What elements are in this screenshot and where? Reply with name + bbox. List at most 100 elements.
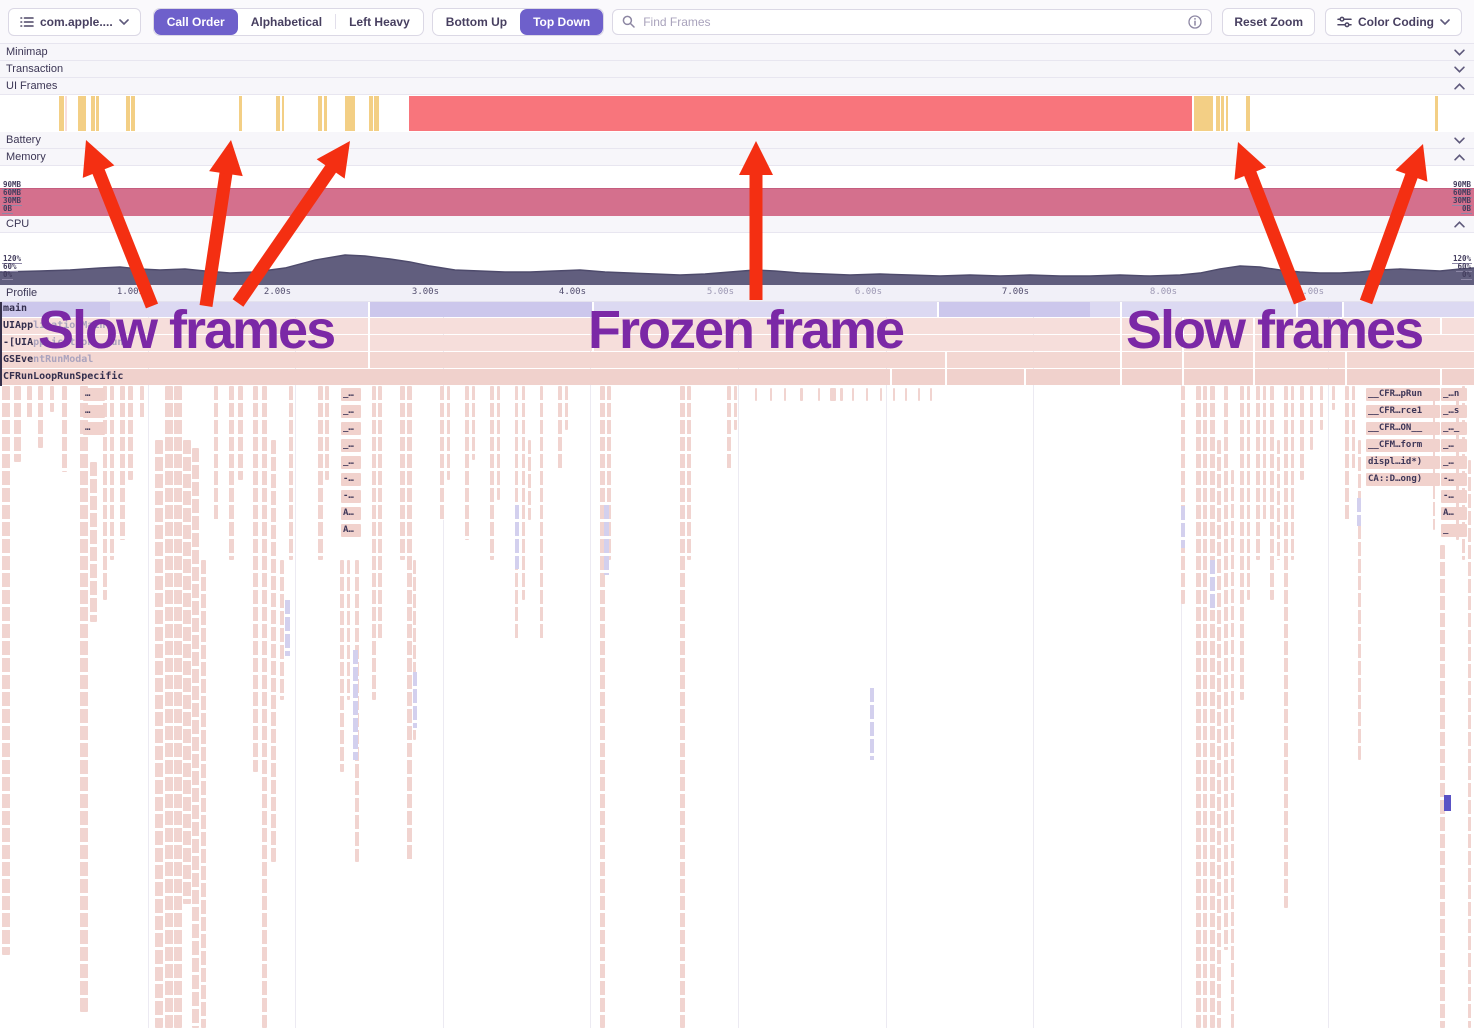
section-header-battery[interactable]: Battery [0,132,1474,149]
flame-call-strip[interactable] [866,388,868,401]
flame-call-strip[interactable] [1440,545,1445,1028]
flame-call-strip[interactable] [918,388,920,401]
view-bottom-up-button[interactable]: Bottom Up [445,14,508,29]
color-coding-dropdown[interactable]: Color Coding [1325,7,1462,36]
flame-frame-box[interactable]: _… [341,422,361,435]
flame-call-strip[interactable] [727,386,731,470]
flame-call-strip-system[interactable] [353,650,358,760]
pale-frame-bar[interactable] [65,96,67,131]
flame-call-strip[interactable] [1310,386,1313,450]
flame-call-strip[interactable] [565,386,568,430]
slow-frame-bar[interactable] [1223,96,1224,131]
flame-call-strip[interactable] [1332,386,1335,410]
flame-frame-box[interactable]: … [83,422,105,435]
flame-frame-box[interactable]: -… [1441,473,1467,486]
flame-frame-box[interactable]: __CFR…pRun [1366,388,1440,401]
flame-call-strip[interactable] [38,386,43,448]
flame-call-strip[interactable] [830,388,836,401]
flame-call-strip[interactable] [27,386,32,420]
slow-frame-bar[interactable] [1194,96,1213,131]
flame-call-strip[interactable] [2,386,10,955]
flame-call-strip[interactable] [1181,386,1185,604]
flame-frame-box[interactable]: _… [341,388,361,401]
flame-call-strip-system[interactable] [1357,498,1361,526]
flame-call-strip[interactable] [1352,386,1355,470]
slow-frame-bar[interactable] [126,96,130,131]
flame-call-strip[interactable] [1358,440,1361,760]
cpu-track[interactable]: 120% 120% 60% 60% 0% 0% [0,233,1474,286]
flame-call-strip[interactable] [1263,386,1266,520]
slow-frame-bar[interactable] [1226,96,1228,131]
flame-frame-box[interactable]: -… [341,473,361,486]
flame-call-strip[interactable] [271,440,276,862]
flame-call-strip[interactable] [1468,460,1471,1028]
flame-frame-row[interactable]: CFRunLoopRunSpecific [0,369,1474,385]
flame-call-strip[interactable] [440,386,444,520]
ui-frames-track[interactable] [0,95,1474,133]
flame-call-strip[interactable] [607,386,611,560]
flame-call-strip[interactable] [165,386,173,1028]
flame-call-strip[interactable] [120,386,125,540]
flame-call-strip[interactable] [852,388,854,401]
flame-call-strip[interactable] [183,440,191,904]
slow-frame-bar[interactable] [282,96,284,131]
section-header-ui-frames[interactable]: UI Frames [0,78,1474,95]
flame-call-strip[interactable] [14,386,21,462]
flame-call-strip-system[interactable] [285,600,290,656]
flame-call-strip[interactable] [407,386,412,862]
flame-frame-box[interactable]: __CFR…rce1 [1366,405,1440,418]
flame-call-strip[interactable] [80,386,88,1012]
flame-call-strip[interactable] [174,386,182,1028]
flame-call-strip[interactable] [1284,386,1288,908]
thread-selector-dropdown[interactable]: com.apple.... [8,7,141,36]
flame-call-strip[interactable] [1210,386,1215,1028]
flame-frame-segment[interactable] [937,301,1090,317]
flame-frame-box[interactable]: _… [1441,456,1467,469]
chevron-up-icon[interactable] [1454,153,1465,161]
flame-call-strip[interactable] [140,386,144,420]
slow-frame-bar[interactable] [96,96,99,131]
flame-frame-segment[interactable] [0,301,110,317]
flame-call-strip[interactable] [318,386,323,560]
flame-call-strip[interactable] [50,386,54,412]
flame-call-strip[interactable] [325,386,329,480]
slow-frame-bar[interactable] [78,96,86,131]
flame-call-strip[interactable] [558,386,562,470]
flame-call-strip-system[interactable] [1210,560,1215,610]
flame-call-strip[interactable] [1240,386,1244,700]
flame-frame-box[interactable]: _… [341,439,361,452]
slow-frame-bar[interactable] [1218,96,1220,131]
slow-frame-bar[interactable] [374,96,379,131]
flame-call-strip[interactable] [1256,386,1260,560]
flame-call-strip[interactable] [755,388,757,401]
flame-frame-box[interactable]: … [83,405,105,418]
flame-call-strip[interactable] [1277,440,1280,560]
flame-call-strip[interactable] [340,560,344,772]
flame-call-strip[interactable] [784,388,786,401]
flame-call-strip[interactable] [372,386,376,700]
flame-call-strip[interactable] [90,462,97,622]
flame-call-strip[interactable] [905,388,907,401]
flame-call-strip[interactable] [930,388,932,401]
flame-call-strip[interactable] [447,386,450,480]
flame-call-strip-system[interactable] [1181,506,1185,548]
flame-frame-box[interactable]: __CFR…ON__ [1366,422,1440,435]
flame-frame-box[interactable]: _…s [1441,405,1467,418]
memory-track[interactable]: 90MB 90MB 60MB 60MB 30MB 30MB 0B 0B [0,166,1474,217]
flame-call-strip[interactable] [840,388,843,401]
flame-call-strip-system[interactable] [604,505,609,575]
slow-frame-bar[interactable] [1435,96,1438,131]
flame-call-strip[interactable] [1224,386,1228,950]
slow-frame-bar[interactable] [131,96,135,131]
flame-call-strip[interactable] [1247,386,1250,600]
flame-frame-box[interactable]: _… [341,405,361,418]
flame-call-strip[interactable] [734,386,737,430]
flame-call-strip[interactable] [800,388,803,401]
flame-frame-row[interactable]: -[UIApplication _run] [0,335,1474,351]
flame-frame-box[interactable]: A… [341,507,361,520]
flame-frame-box[interactable]: _… [1441,439,1467,452]
flame-frame-box[interactable]: _… [341,456,361,469]
flame-call-strip[interactable] [1270,386,1274,600]
flame-call-strip[interactable] [600,386,605,1028]
flame-call-strip[interactable] [540,386,543,640]
